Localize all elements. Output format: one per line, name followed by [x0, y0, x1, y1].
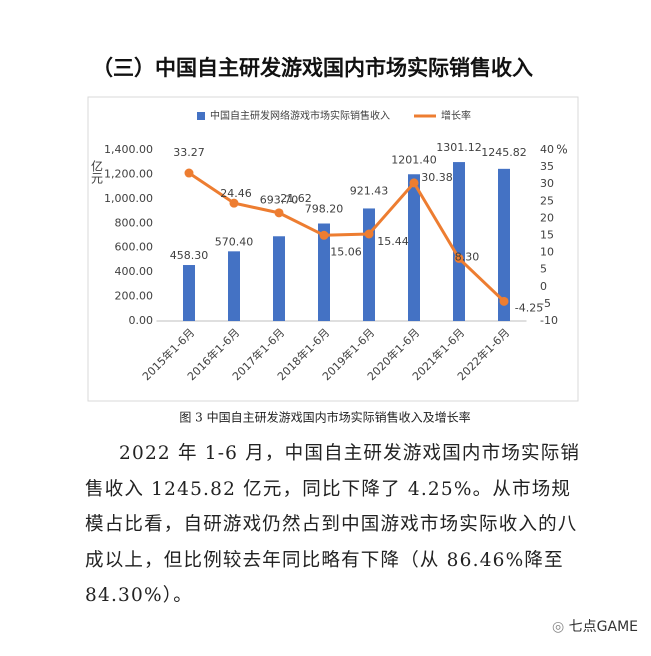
line-marker — [229, 198, 239, 208]
watermark-text: 七点GAME — [568, 619, 639, 635]
line-value-label: 30.38 — [421, 171, 453, 184]
bar — [273, 236, 285, 321]
bar-value-label: 1245.82 — [481, 146, 527, 159]
line-marker — [184, 168, 194, 178]
bar-value-label: 693.70 — [260, 193, 299, 206]
line — [188, 171, 506, 303]
bar — [453, 162, 465, 321]
y-tick-label: 600.00 — [115, 241, 154, 254]
y-tick-label: 200.00 — [115, 290, 154, 303]
heading: （三）中国自主研发游戏国内市场实际销售收入 — [92, 56, 533, 80]
watermark-icon: ◎ — [552, 619, 569, 635]
line-value-label: -4.25 — [515, 301, 543, 314]
line-value-label: 33.27 — [173, 146, 205, 159]
y-tick-label: 400.00 — [115, 265, 154, 278]
line-marker — [364, 229, 374, 239]
y2-tick-label: 15 — [540, 229, 554, 242]
caption: 图 3 中国自主研发游戏国内市场实际销售收入及增长率 — [179, 410, 470, 425]
y2-tick-label: 5 — [540, 263, 547, 276]
bar-value-label: 1201.40 — [391, 153, 437, 166]
bar — [228, 251, 240, 321]
y-tick-label: 0.00 — [129, 314, 154, 327]
bar — [318, 223, 330, 321]
legend-swatch — [197, 112, 205, 120]
bar-value-label: 921.43 — [350, 184, 389, 197]
line-marker — [409, 178, 419, 188]
y2-axis-label: % — [556, 143, 567, 157]
line-marker — [454, 253, 464, 263]
bar — [363, 208, 375, 321]
y2-tick-label: 25 — [540, 194, 554, 207]
line-value-label: 21.62 — [280, 192, 312, 205]
line-value-label: 15.06 — [330, 245, 362, 258]
y2-tick-label: 10 — [540, 246, 554, 259]
bar — [498, 168, 510, 321]
y2-tick-label: -10 — [540, 314, 558, 327]
line-marker — [274, 208, 284, 218]
watermark: ◎ 七点GAME — [552, 616, 638, 636]
y2-tick-label: 20 — [540, 211, 554, 224]
legend-label: 增长率 — [441, 109, 471, 122]
chart-frame — [87, 96, 579, 402]
bar-value-label: 458.30 — [170, 249, 209, 262]
legend-label: 中国自主研发网络游戏市场实际销售收入 — [210, 109, 390, 122]
line-marker — [319, 230, 329, 240]
line-value-label: 24.46 — [220, 187, 252, 200]
paragraph: 2022 年 1-6 月，中国自主研发游戏国内市场实际销售收入 1245.82 … — [85, 443, 581, 606]
bar-value-label: 798.20 — [305, 203, 344, 216]
y-tick-label: 800.00 — [115, 216, 154, 229]
line-value-label: 15.44 — [377, 235, 409, 248]
bar — [183, 265, 195, 321]
y-tick-label: 1,000.00 — [104, 192, 153, 205]
y-tick-label: 1,400.00 — [104, 143, 153, 156]
y2-tick-label: 35 — [540, 160, 554, 173]
y-axis-label: 亿元 — [90, 159, 104, 185]
line-marker — [499, 296, 509, 306]
bar-value-label: 1301.12 — [436, 141, 482, 154]
y2-tick-label: 30 — [540, 177, 554, 190]
bar — [408, 174, 420, 321]
y2-tick-label: 0 — [540, 280, 547, 293]
y2-tick-label: -5 — [540, 297, 551, 310]
y-tick-label: 1,200.00 — [104, 167, 153, 180]
bar-value-label: 570.40 — [215, 235, 254, 248]
line-value-label: 8.30 — [455, 250, 480, 263]
y2-tick-label: 40 — [540, 143, 554, 156]
